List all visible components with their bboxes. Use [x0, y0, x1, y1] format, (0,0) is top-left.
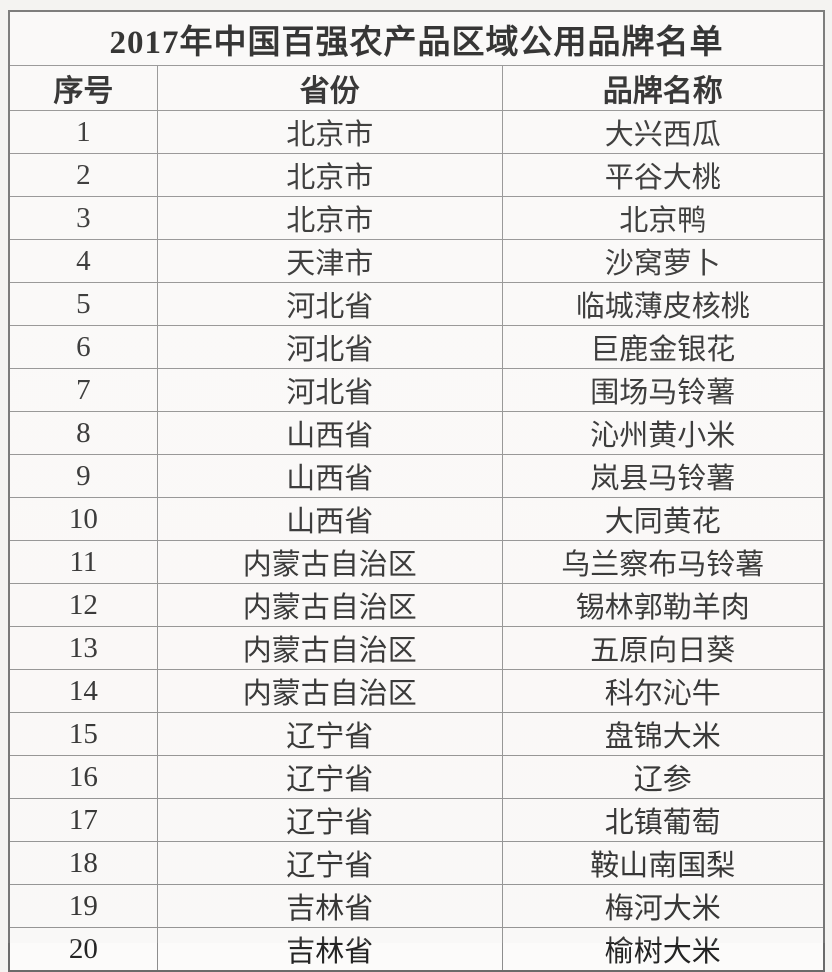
row-number-cell: 13	[8, 626, 158, 670]
row-number-cell: 20	[8, 927, 158, 972]
table-body: 1 北京市 大兴西瓜 2 北京市 平谷大桃 3 北京市 北京鸭 4 天津市 沙窝萝卜 5 河北省 临城薄皮核…	[8, 110, 825, 972]
row-number-cell: 6	[8, 325, 158, 369]
province-cell: 山西省	[156, 411, 503, 455]
province-cell: 河北省	[156, 282, 503, 326]
brand-cell: 沙窝萝卜	[501, 239, 825, 283]
province-cell: 北京市	[156, 110, 503, 154]
row-number-cell: 5	[8, 282, 158, 326]
province-cell: 河北省	[156, 368, 503, 412]
table-row: 18 辽宁省 鞍山南国梨	[8, 841, 825, 885]
brand-cell: 锡林郭勒羊肉	[501, 583, 825, 627]
brand-cell: 大兴西瓜	[501, 110, 825, 154]
row-number-cell: 17	[8, 798, 158, 842]
province-cell: 山西省	[156, 454, 503, 498]
scanned-table-sheet: 2017年中国百强农产品区域公用品牌名单 序号 省份 品牌名称 1 北京市 大兴西瓜…	[8, 10, 825, 972]
row-number-cell: 10	[8, 497, 158, 541]
table-row: 11 内蒙古自治区 乌兰察布马铃薯	[8, 540, 825, 584]
table-row: 7 河北省 围场马铃薯	[8, 368, 825, 412]
province-cell: 河北省	[156, 325, 503, 369]
province-cell: 吉林省	[156, 927, 503, 972]
table-row: 1 北京市 大兴西瓜	[8, 110, 825, 154]
table-row: 10 山西省 大同黄花	[8, 497, 825, 541]
province-cell: 内蒙古自治区	[156, 540, 503, 584]
row-number-cell: 11	[8, 540, 158, 584]
table-row: 9 山西省 岚县马铃薯	[8, 454, 825, 498]
table-row: 4 天津市 沙窝萝卜	[8, 239, 825, 283]
table-row: 14 内蒙古自治区 科尔沁牛	[8, 669, 825, 713]
brand-cell: 围场马铃薯	[501, 368, 825, 412]
brand-cell: 大同黄花	[501, 497, 825, 541]
province-cell: 辽宁省	[156, 712, 503, 756]
brand-cell: 榆树大米	[501, 927, 825, 972]
brand-cell: 沁州黄小米	[501, 411, 825, 455]
table-row: 17 辽宁省 北镇葡萄	[8, 798, 825, 842]
province-cell: 吉林省	[156, 884, 503, 928]
brand-cell: 五原向日葵	[501, 626, 825, 670]
brand-cell: 平谷大桃	[501, 153, 825, 197]
province-cell: 内蒙古自治区	[156, 669, 503, 713]
row-number-cell: 9	[8, 454, 158, 498]
column-header-province: 省份	[156, 65, 503, 111]
table-row: 12 内蒙古自治区 锡林郭勒羊肉	[8, 583, 825, 627]
province-cell: 天津市	[156, 239, 503, 283]
row-number-cell: 12	[8, 583, 158, 627]
province-cell: 山西省	[156, 497, 503, 541]
table-row: 20 吉林省 榆树大米	[8, 927, 825, 972]
row-number-cell: 14	[8, 669, 158, 713]
brand-cell: 巨鹿金银花	[501, 325, 825, 369]
province-cell: 辽宁省	[156, 798, 503, 842]
row-number-cell: 2	[8, 153, 158, 197]
province-cell: 辽宁省	[156, 755, 503, 799]
table-row: 15 辽宁省 盘锦大米	[8, 712, 825, 756]
brand-cell: 梅河大米	[501, 884, 825, 928]
row-number-cell: 1	[8, 110, 158, 154]
brand-list-table: 2017年中国百强农产品区域公用品牌名单 序号 省份 品牌名称 1 北京市 大兴西瓜…	[8, 10, 825, 972]
row-number-cell: 16	[8, 755, 158, 799]
brand-cell: 岚县马铃薯	[501, 454, 825, 498]
table-row: 2 北京市 平谷大桃	[8, 153, 825, 197]
row-number-cell: 3	[8, 196, 158, 240]
row-number-cell: 8	[8, 411, 158, 455]
brand-cell: 临城薄皮核桃	[501, 282, 825, 326]
brand-cell: 鞍山南国梨	[501, 841, 825, 885]
brand-cell: 北镇葡萄	[501, 798, 825, 842]
column-header-index: 序号	[8, 65, 158, 111]
title-row: 2017年中国百强农产品区域公用品牌名单	[8, 10, 825, 66]
table-row: 3 北京市 北京鸭	[8, 196, 825, 240]
brand-cell: 乌兰察布马铃薯	[501, 540, 825, 584]
table-row: 16 辽宁省 辽参	[8, 755, 825, 799]
province-cell: 辽宁省	[156, 841, 503, 885]
table-row: 13 内蒙古自治区 五原向日葵	[8, 626, 825, 670]
table-row: 6 河北省 巨鹿金银花	[8, 325, 825, 369]
province-cell: 内蒙古自治区	[156, 626, 503, 670]
row-number-cell: 18	[8, 841, 158, 885]
brand-cell: 科尔沁牛	[501, 669, 825, 713]
brand-cell: 辽参	[501, 755, 825, 799]
column-header-row: 序号 省份 品牌名称	[8, 65, 825, 111]
table-row: 8 山西省 沁州黄小米	[8, 411, 825, 455]
table-row: 5 河北省 临城薄皮核桃	[8, 282, 825, 326]
province-cell: 北京市	[156, 153, 503, 197]
table-row: 19 吉林省 梅河大米	[8, 884, 825, 928]
column-header-brand: 品牌名称	[501, 65, 825, 111]
row-number-cell: 19	[8, 884, 158, 928]
row-number-cell: 4	[8, 239, 158, 283]
brand-cell: 盘锦大米	[501, 712, 825, 756]
province-cell: 内蒙古自治区	[156, 583, 503, 627]
row-number-cell: 7	[8, 368, 158, 412]
brand-cell: 北京鸭	[501, 196, 825, 240]
page-title: 2017年中国百强农产品区域公用品牌名单	[8, 10, 825, 66]
province-cell: 北京市	[156, 196, 503, 240]
row-number-cell: 15	[8, 712, 158, 756]
